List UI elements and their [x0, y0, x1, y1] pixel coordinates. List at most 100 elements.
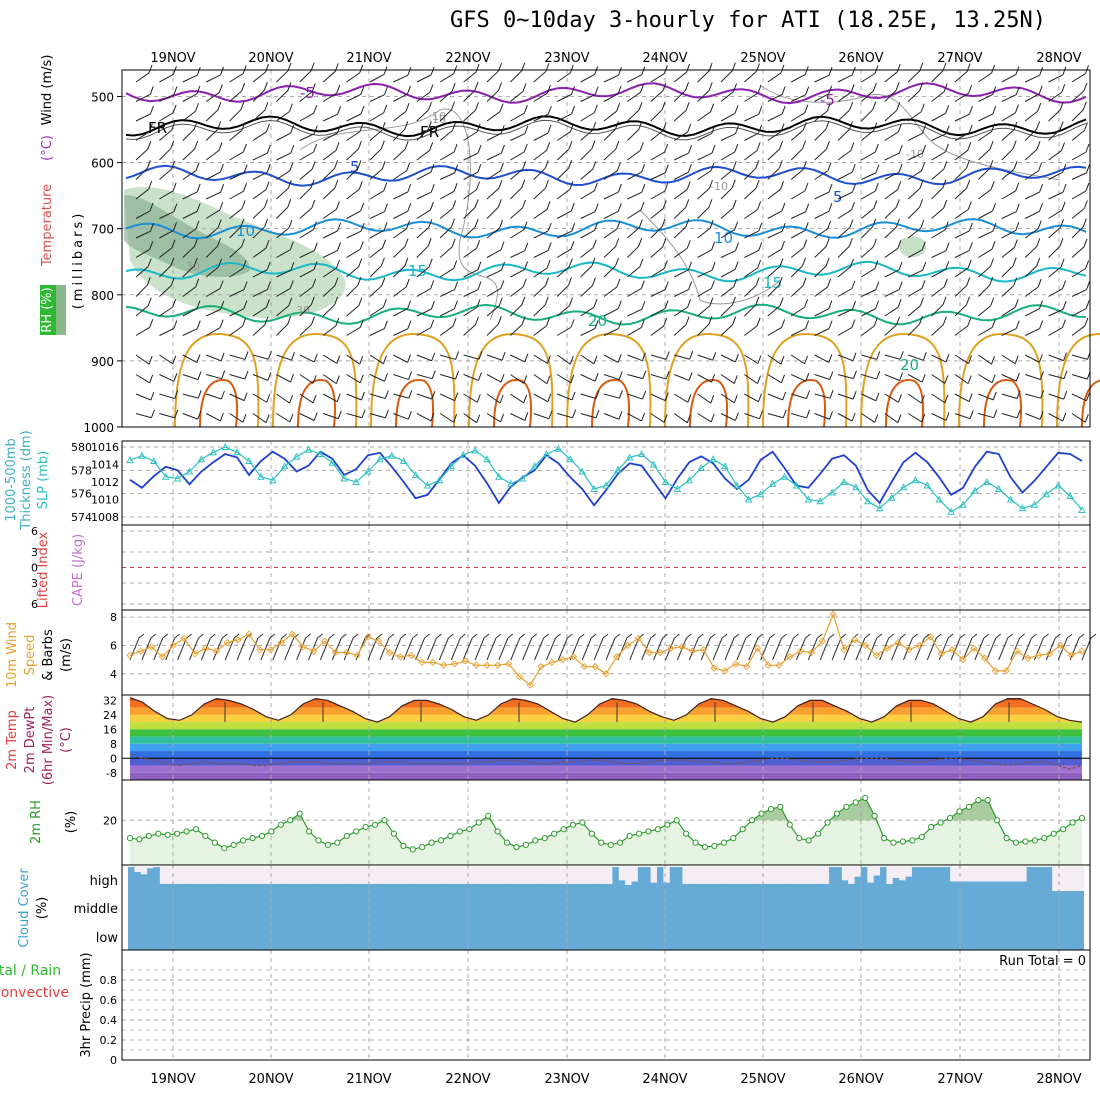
wind-barb — [229, 129, 243, 141]
wind-barb-flag — [687, 164, 692, 173]
wind-barb — [744, 249, 759, 258]
wind-barb-flag — [1085, 182, 1090, 192]
y-axis-label: Speed — [23, 635, 38, 676]
wind-barb — [837, 171, 853, 180]
rh-marker — [880, 835, 888, 842]
cloud-high-bar — [880, 867, 887, 891]
cloud-high-bg — [797, 867, 804, 884]
cloud-high-bg — [733, 867, 741, 884]
wind-barb — [855, 637, 866, 661]
wind-barb-flag — [1038, 85, 1043, 94]
wind-speed-marker — [321, 637, 329, 645]
wind-barb-flag — [407, 411, 412, 420]
contour-label: 10 — [714, 229, 733, 247]
wind-barb-flag — [734, 412, 739, 421]
cloud-high-bg — [1058, 867, 1066, 891]
wind-barb — [1048, 374, 1065, 380]
cloud-high-bg — [1071, 867, 1079, 891]
wind-barb-flag — [912, 633, 918, 639]
wind-barb — [650, 90, 664, 102]
wind-barb-flag — [662, 122, 667, 131]
wind-barb — [135, 113, 151, 122]
wind-barb-flag — [851, 163, 856, 173]
wind-barb-flag — [591, 257, 596, 266]
wind-barb — [603, 246, 616, 258]
wind-barb — [1071, 130, 1085, 141]
wind-barb — [276, 111, 290, 122]
rh-marker — [277, 821, 284, 828]
wind-barb-flag — [546, 142, 551, 151]
wind-barb — [790, 374, 806, 382]
wind-barb — [522, 637, 533, 661]
wind-barb-flag — [407, 203, 412, 212]
slp-marker — [899, 483, 908, 491]
cloud-high-bar — [561, 883, 569, 891]
wind-barb-flag — [921, 413, 926, 423]
wind-barb-flag — [217, 238, 221, 247]
wind-barb — [724, 637, 735, 661]
wind-barb — [580, 393, 597, 400]
wind-barb-flag — [756, 317, 761, 327]
y-axis-label: Cloud Cover — [17, 868, 32, 948]
wind-barb — [861, 393, 877, 402]
wind-barb-flag — [147, 297, 152, 306]
wind-barb — [650, 190, 665, 200]
wind-barb-flag — [149, 241, 154, 250]
wind-barb-flag — [193, 238, 198, 247]
wind-barb — [533, 167, 546, 180]
wind-barb — [720, 207, 734, 219]
wind-barb-flag — [335, 317, 340, 326]
cloud-high-bar — [911, 867, 919, 891]
wind-barb-flag — [290, 373, 294, 383]
wind-barb — [673, 71, 687, 83]
wind-barb-flag — [593, 299, 598, 308]
slp-marker — [447, 462, 456, 470]
wind-barb — [159, 413, 175, 419]
wind-barb-flag — [1060, 258, 1065, 268]
cloud-high-bg — [185, 867, 193, 884]
wind-barb-flag — [497, 316, 502, 325]
wind-barb-flag — [1015, 320, 1020, 329]
cloud-high-bg — [433, 867, 441, 884]
wind-barb — [252, 269, 268, 278]
wind-barb — [252, 131, 267, 141]
wind-barb-flag — [967, 201, 972, 210]
y-tick-label-right: 1008 — [91, 511, 119, 524]
cloud-high-bar — [982, 881, 989, 891]
wind-barb — [510, 133, 526, 141]
wind-barb-flag — [172, 355, 177, 364]
wind-barb — [229, 190, 244, 200]
slp-marker — [637, 450, 646, 457]
wind-barb — [205, 227, 219, 239]
wind-barb-flag — [523, 375, 528, 384]
wind-speed-marker — [483, 661, 491, 669]
wind-barb — [556, 284, 569, 297]
wind-barb — [603, 374, 620, 381]
wind-barb — [533, 304, 546, 317]
wind-barb — [556, 266, 570, 278]
cloud-high-bg — [210, 867, 218, 884]
slp-marker — [911, 476, 920, 484]
wind-barb — [907, 323, 920, 336]
wind-barb — [884, 152, 900, 161]
wind-barb — [978, 210, 993, 219]
wind-barb-flag — [944, 221, 949, 230]
wind-barb — [861, 325, 875, 336]
wind-barb — [673, 324, 687, 336]
slp-marker — [435, 476, 444, 484]
wind-barb — [276, 132, 291, 141]
wind-barb-flag — [638, 121, 643, 130]
rh-marker — [683, 830, 690, 837]
wind-barb — [439, 151, 455, 161]
wind-barb — [346, 413, 363, 419]
wind-barb — [1048, 308, 1064, 317]
y-axis-label: (millibars) — [71, 211, 86, 310]
wind-barb — [439, 208, 453, 219]
wind-barb-flag — [244, 351, 249, 360]
wind-barb — [697, 249, 712, 258]
wind-barb-flag — [1013, 121, 1018, 131]
wind-barb-flag — [475, 63, 480, 73]
wind-barb — [931, 304, 944, 317]
wind-barb-flag — [1062, 301, 1067, 310]
rh-marker — [1050, 830, 1057, 837]
